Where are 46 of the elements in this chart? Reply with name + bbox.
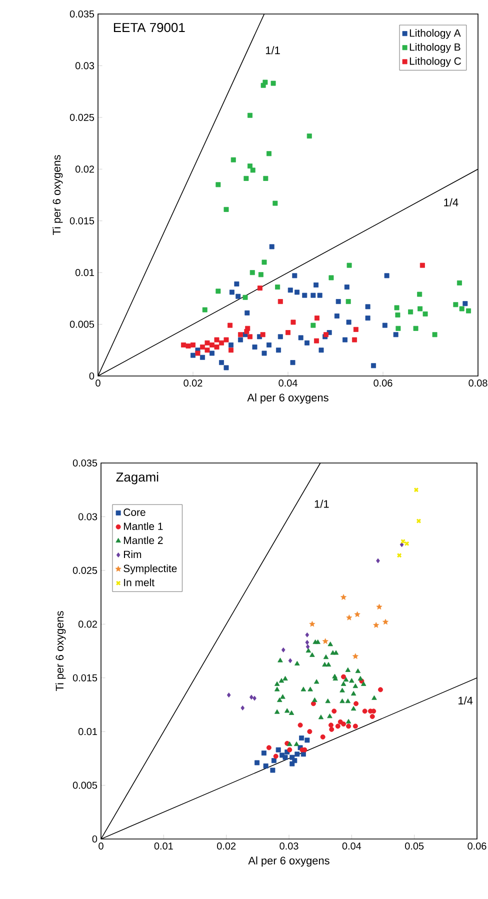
legend-label: Symplectite — [124, 564, 177, 574]
y-tick-label: 0 — [92, 835, 98, 843]
y-tick-label: 0.03 — [78, 513, 98, 520]
y-tick-label: 0.035 — [72, 459, 98, 467]
annotation: 1/1 — [266, 46, 280, 54]
legend-label: Lithology A — [410, 29, 461, 39]
y-tick-label: 0.015 — [70, 217, 94, 224]
x-tick-label: 0.01 — [154, 842, 173, 850]
x-tick-label: 0 — [98, 842, 104, 850]
y-tick-label: 0.02 — [75, 166, 94, 173]
y-axis-title: Ti per 6 oxygens — [52, 155, 63, 236]
y-tick-label: 0.035 — [70, 10, 94, 18]
annotation: 1/4 — [458, 696, 473, 704]
x-axis-title: Al per 6 oxygens — [247, 393, 328, 404]
y-tick-label: 0.025 — [70, 114, 94, 121]
x-axis-title: Al per 6 oxygens — [248, 856, 330, 867]
x-tick-label: 0.05 — [405, 842, 424, 850]
annotation: 1/1 — [314, 500, 329, 508]
y-tick-label: 0.005 — [70, 320, 94, 328]
y-tick-label: 0.03 — [75, 62, 94, 70]
y-tick-label: 0.01 — [75, 269, 94, 276]
y-tick-label: 0.025 — [72, 566, 98, 574]
text: EETA 79001 — [114, 22, 185, 32]
x-tick-label: 0.02 — [184, 380, 202, 387]
x-tick-label: 0.03 — [280, 842, 298, 850]
y-tick-label: 0.01 — [78, 728, 97, 736]
legend-label: Lithology C — [410, 57, 462, 67]
legend-label: In melt — [124, 578, 154, 586]
legend-label: Lithology B — [410, 43, 460, 53]
y-tick-label: 0.005 — [72, 782, 98, 789]
legend-label: Core — [124, 508, 146, 516]
x-tick-label: 0.06 — [468, 842, 486, 850]
y-axis-title: Ti per 6 oxygens — [56, 611, 66, 692]
x-tick-label: 0.04 — [278, 380, 298, 387]
y-tick-label: 0.02 — [78, 620, 97, 628]
x-tick-label: 0.02 — [217, 842, 236, 850]
y-tick-label: 0 — [89, 372, 94, 380]
text: Zagami — [116, 472, 158, 484]
legend-label: Mantle 2 — [124, 536, 163, 544]
legend-label: Rim — [124, 550, 142, 558]
x-tick-label: 0.08 — [468, 380, 488, 387]
annotation: 1/4 — [444, 198, 458, 206]
y-tick-label: 0.015 — [72, 674, 98, 682]
x-tick-label: 0.04 — [342, 842, 362, 850]
legend-label: Mantle 1 — [124, 522, 163, 530]
x-tick-label: 0.06 — [374, 380, 392, 387]
